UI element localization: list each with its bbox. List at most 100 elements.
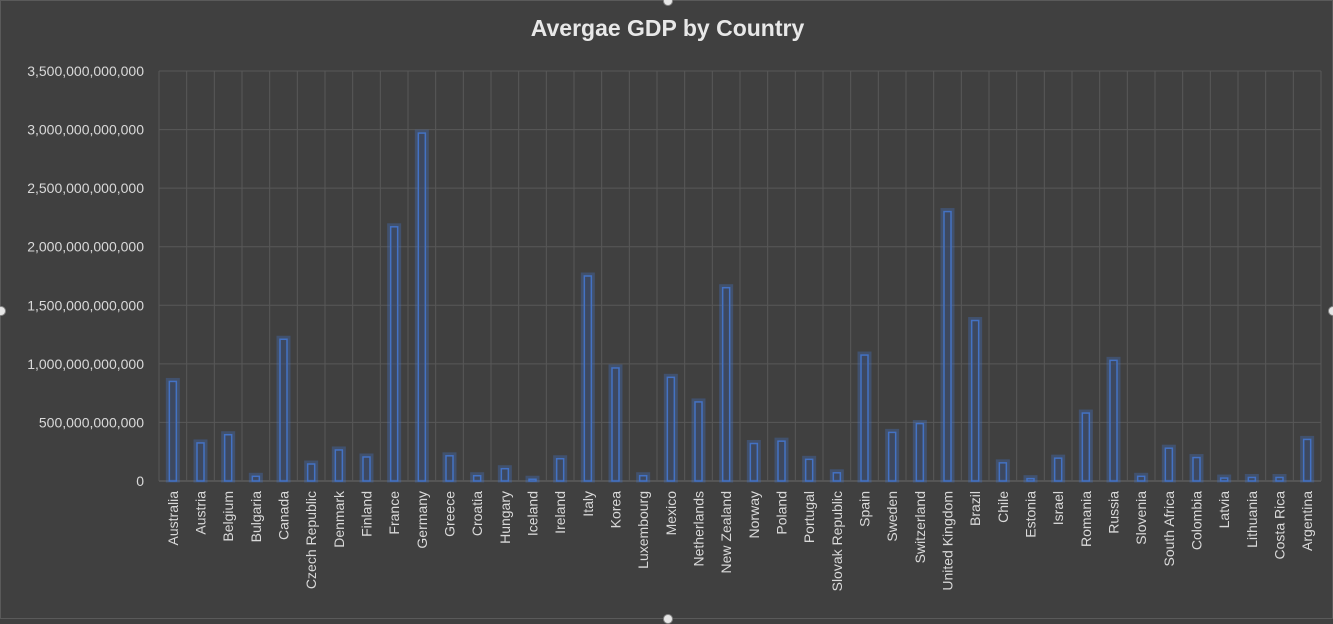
y-tick-label: 2,500,000,000,000: [27, 180, 144, 196]
x-category-label: Luxembourg: [635, 491, 651, 569]
x-category-label: Russia: [1106, 491, 1122, 534]
x-category-label: Costa Rica: [1272, 491, 1288, 560]
bar-belgium[interactable]: [223, 433, 233, 482]
bar-australia[interactable]: [168, 380, 178, 482]
x-category-label: Colombia: [1189, 491, 1205, 550]
bar-finland[interactable]: [362, 456, 371, 482]
x-category-label: Chile: [995, 491, 1011, 523]
bar-slovenia[interactable]: [1136, 475, 1146, 482]
x-category-label: Slovak Republic: [829, 491, 845, 591]
x-category-label: United Kingdom: [940, 491, 956, 591]
x-category-label: France: [386, 491, 402, 535]
x-category-label: Austria: [193, 491, 209, 535]
x-axis-labels: Australia Austria Belgium Bulgaria Canada Cze…: [165, 490, 1315, 591]
bar-germany[interactable]: [417, 132, 427, 482]
x-category-label: Denmark: [331, 490, 347, 548]
bar-sweden[interactable]: [887, 431, 897, 482]
bar-romania[interactable]: [1081, 412, 1091, 482]
x-category-label: Croatia: [469, 491, 485, 536]
bars: [165, 129, 1315, 483]
x-category-label: Czech Republic: [303, 491, 319, 589]
resize-handle-top[interactable]: [663, 0, 673, 6]
bar-bulgaria[interactable]: [251, 475, 261, 482]
bar-chile[interactable]: [998, 462, 1008, 482]
bar-russia[interactable]: [1109, 359, 1118, 482]
bar-colombia[interactable]: [1192, 456, 1201, 482]
bar-portugal[interactable]: [804, 458, 814, 482]
x-category-label: Brazil: [967, 491, 983, 526]
x-category-label: Latvia: [1216, 491, 1232, 529]
bar-hungary[interactable]: [500, 467, 510, 482]
x-category-label: Italy: [580, 491, 596, 517]
bar-netherlands[interactable]: [694, 401, 703, 482]
bar-austria[interactable]: [196, 442, 205, 482]
bar-denmark[interactable]: [334, 449, 344, 482]
bar-brazil[interactable]: [970, 319, 980, 482]
y-tick-label: 2,000,000,000,000: [27, 239, 144, 255]
x-category-label: Slovenia: [1133, 491, 1149, 545]
bar-new-zealand[interactable]: [721, 286, 731, 482]
bar-norway[interactable]: [749, 442, 759, 482]
x-category-label: Mexico: [663, 491, 679, 536]
x-category-label: Lithuania: [1244, 491, 1260, 548]
bar-south-africa[interactable]: [1164, 447, 1174, 482]
x-category-label: Belgium: [220, 491, 236, 542]
x-category-label: Spain: [857, 491, 873, 527]
y-tick-label: 3,500,000,000,000: [27, 63, 144, 79]
y-tick-label: 500,000,000,000: [39, 414, 144, 430]
x-category-label: Argentina: [1299, 491, 1315, 551]
x-category-label: Bulgaria: [248, 491, 264, 543]
bar-iceland[interactable]: [528, 478, 537, 482]
y-tick-label: 1,000,000,000,000: [27, 356, 144, 372]
bar-costa-rica[interactable]: [1275, 476, 1284, 482]
bar-estonia[interactable]: [1026, 477, 1035, 482]
x-category-label: Israel: [1050, 491, 1066, 525]
x-category-label: Portugal: [801, 491, 817, 543]
x-category-label: Iceland: [525, 491, 541, 536]
bar-poland[interactable]: [777, 440, 786, 482]
y-tick-label: 0: [136, 473, 144, 489]
bar-czech-republic[interactable]: [306, 463, 316, 482]
x-category-label: South Africa: [1161, 491, 1177, 567]
y-tick-label: 1,500,000,000,000: [27, 297, 144, 313]
x-category-label: Poland: [774, 491, 790, 535]
x-category-label: Germany: [414, 491, 430, 549]
bar-canada[interactable]: [279, 338, 288, 482]
x-category-label: Sweden: [884, 491, 900, 542]
chart-title: Avergae GDP by Country: [530, 15, 805, 41]
y-axis-labels: 0 500,000,000,000 1,000,000,000,000 1,500,0…: [27, 63, 144, 489]
x-category-label: Romania: [1078, 491, 1094, 547]
x-category-label: Canada: [276, 491, 292, 540]
bar-mexico[interactable]: [666, 376, 676, 482]
x-category-label: Switzerland: [912, 491, 928, 563]
bar-croatia[interactable]: [472, 474, 482, 482]
bar-israel[interactable]: [1053, 457, 1063, 482]
x-category-label: Finland: [359, 491, 375, 537]
bar-greece[interactable]: [445, 455, 454, 482]
resize-handle-bottom[interactable]: [663, 614, 673, 624]
bar-lithuania[interactable]: [1247, 476, 1257, 482]
x-category-label: Korea: [608, 491, 624, 529]
x-category-label: Hungary: [497, 491, 513, 544]
x-category-label: New Zealand: [718, 491, 734, 574]
bar-switzerland[interactable]: [915, 422, 925, 482]
x-category-label: Australia: [165, 491, 181, 546]
bar-luxembourg[interactable]: [638, 474, 648, 482]
bar-ireland[interactable]: [555, 457, 565, 482]
bar-united-kingdom[interactable]: [943, 210, 952, 482]
resize-handle-left[interactable]: [0, 306, 6, 316]
bar-slovak-republic[interactable]: [832, 472, 842, 482]
x-category-label: Estonia: [1023, 491, 1039, 538]
x-category-label: Ireland: [552, 491, 568, 534]
bar-spain[interactable]: [860, 354, 869, 482]
bar-latvia[interactable]: [1219, 477, 1229, 482]
resize-handle-right[interactable]: [1328, 306, 1333, 316]
bar-italy[interactable]: [583, 275, 593, 482]
bar-korea[interactable]: [611, 367, 620, 482]
x-category-label: Norway: [746, 491, 762, 538]
x-category-label: Greece: [442, 491, 458, 537]
bar-argentina[interactable]: [1302, 438, 1312, 482]
bar-france[interactable]: [389, 226, 399, 482]
